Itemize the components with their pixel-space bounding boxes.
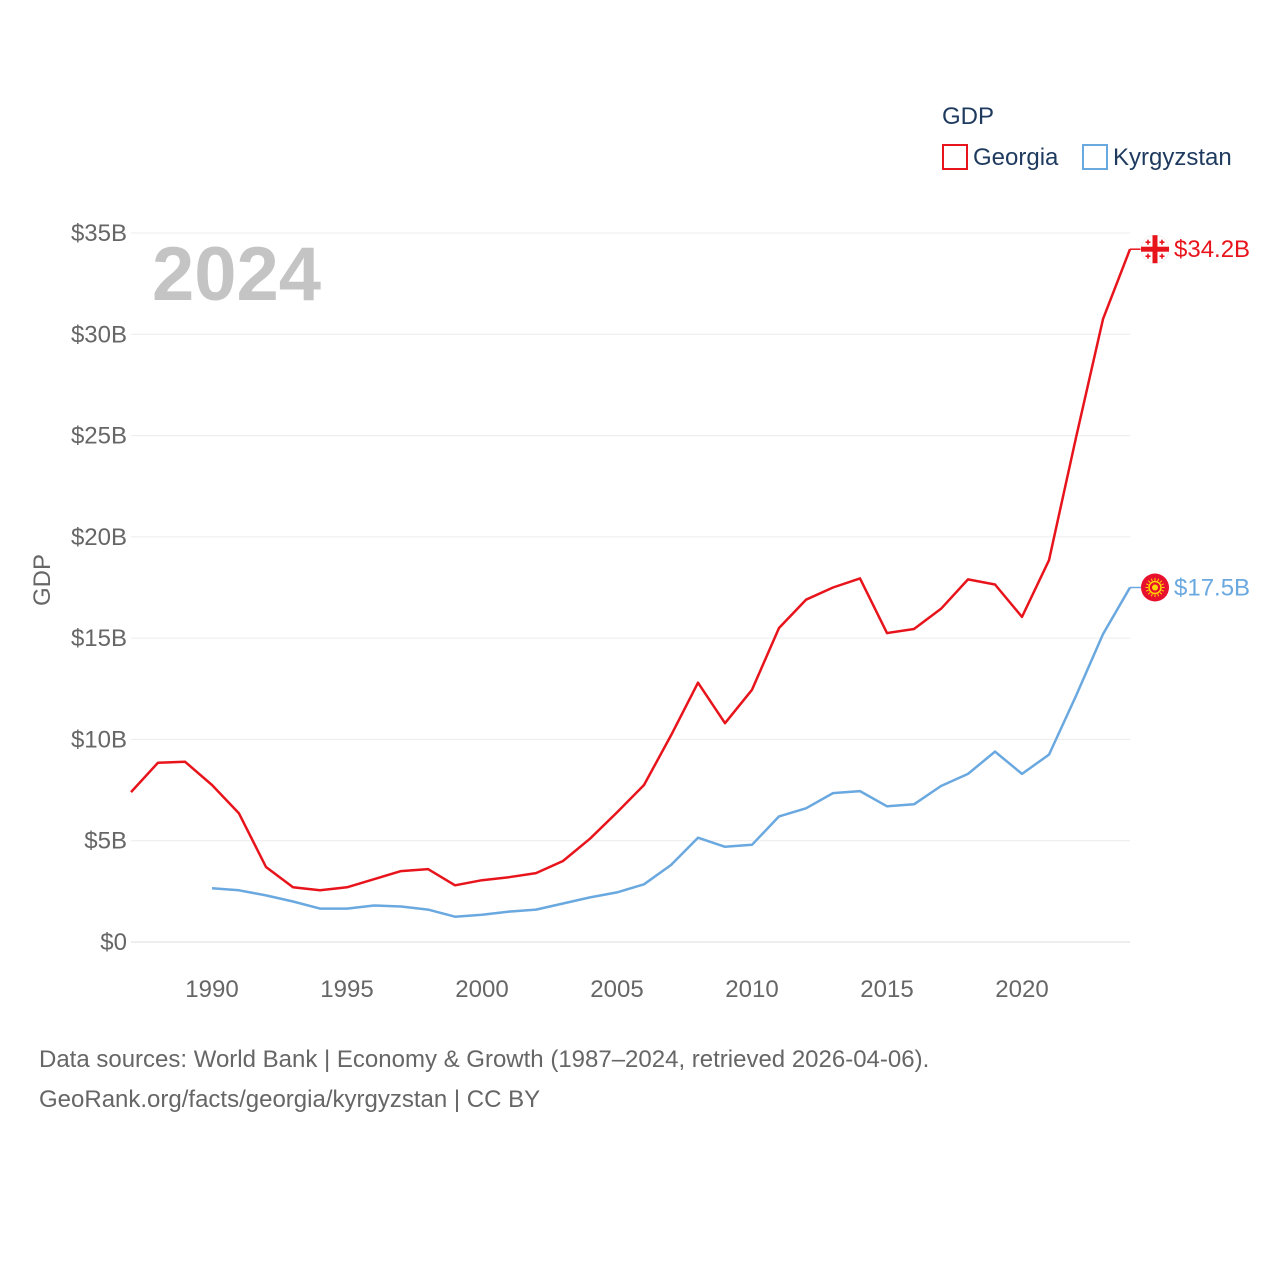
legend[interactable]: GDP Georgia Kyrgyzstan	[942, 103, 1232, 171]
end-label-georgia: $34.2B	[1174, 236, 1250, 263]
source-url[interactable]: GeoRank.org/facts/georgia/kyrgyzstan | C…	[39, 1086, 541, 1113]
kyrgyzstan-flag-icon	[1141, 573, 1169, 602]
legend-swatch-kyrgyzstan	[1082, 144, 1108, 170]
end-label-kyrgyzstan: $17.5B	[1174, 575, 1250, 602]
legend-item-georgia[interactable]: Georgia	[942, 144, 1059, 171]
legend-title: GDP	[942, 103, 994, 130]
x-axis-ticks: 1990 1995 2000 2005 2010 2015 2020	[185, 976, 1048, 1003]
end-labels: $34.2B $17.5B	[1130, 234, 1250, 602]
x-tick-label: 2015	[860, 976, 913, 1003]
y-tick-label: $0	[100, 929, 127, 956]
x-tick-label: 2000	[455, 976, 508, 1003]
legend-label-kyrgyzstan: Kyrgyzstan	[1113, 144, 1232, 171]
y-axis-title: GDP	[29, 554, 56, 606]
x-tick-label: 2020	[995, 976, 1048, 1003]
source-text: Data sources: World Bank | Economy & Gro…	[39, 1046, 930, 1073]
y-tick-label: $25B	[71, 423, 127, 450]
y-tick-label: $20B	[71, 524, 127, 551]
legend-swatch-georgia	[942, 144, 968, 170]
y-tick-label: $15B	[71, 625, 127, 652]
series-line-kyrgyzstan[interactable]	[211, 586, 1132, 918]
georgia-flag-icon	[1140, 234, 1170, 264]
y-tick-label: $5B	[84, 828, 127, 855]
series-line-georgia[interactable]	[130, 248, 1132, 892]
x-tick-label: 2005	[590, 976, 643, 1003]
x-tick-label: 1995	[320, 976, 373, 1003]
x-tick-label: 2010	[725, 976, 778, 1003]
y-tick-label: $10B	[71, 726, 127, 753]
series-lines	[130, 248, 1132, 918]
year-watermark: 2024	[152, 232, 321, 317]
y-tick-label: $35B	[71, 220, 127, 247]
y-axis-ticks: $0 $5B $10B $15B $20B $25B $30B $35B	[71, 220, 127, 956]
gridlines	[131, 232, 1130, 943]
x-tick-label: 1990	[185, 976, 238, 1003]
legend-label-georgia: Georgia	[973, 144, 1059, 171]
y-tick-label: $30B	[71, 321, 127, 348]
legend-item-kyrgyzstan[interactable]: Kyrgyzstan	[1082, 144, 1232, 171]
source-footer: Data sources: World Bank | Economy & Gro…	[39, 1040, 929, 1120]
